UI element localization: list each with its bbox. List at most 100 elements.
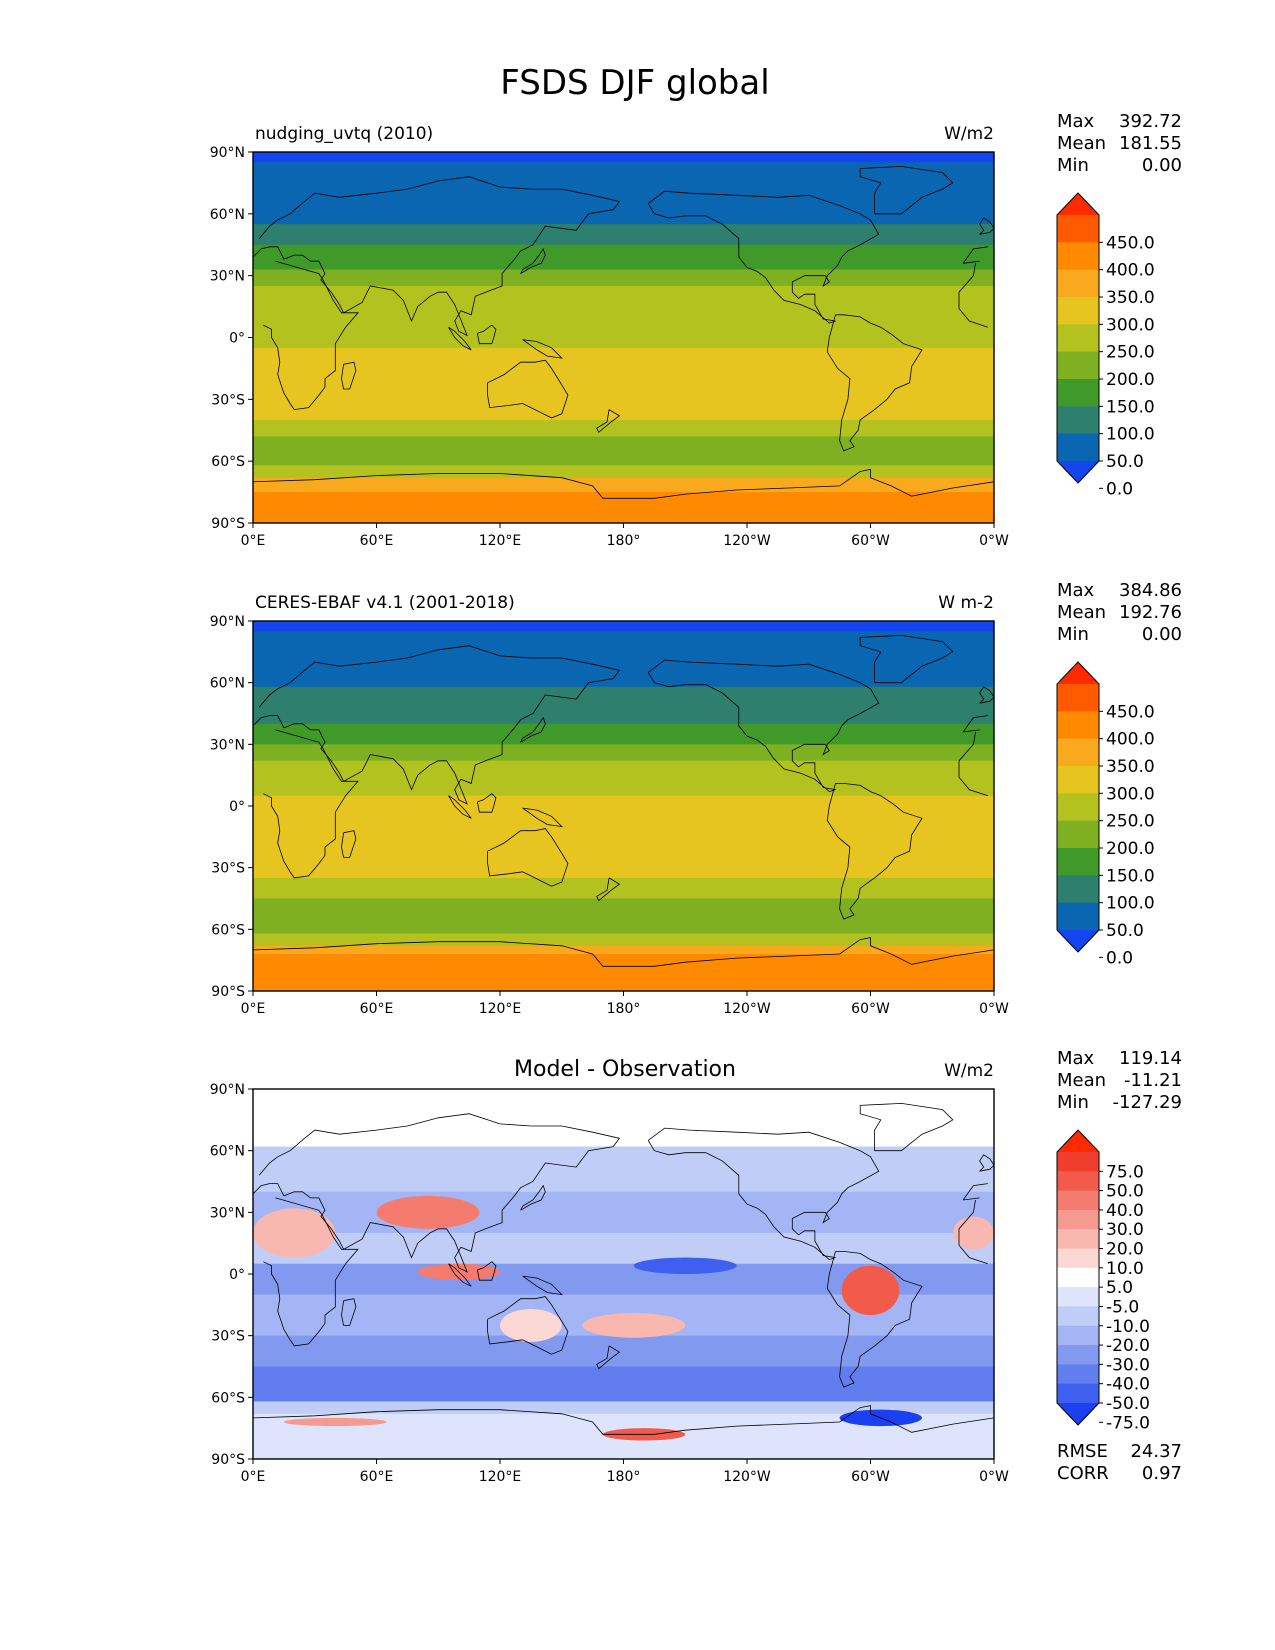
- colorbar-extend-max: [1057, 1130, 1099, 1152]
- lon-ticks: 0°E 60°E 120°E 180° 120°W 60°W 0°W: [241, 1459, 1009, 1485]
- stat-value: 0.00: [1142, 155, 1182, 176]
- coastline: [477, 324, 497, 345]
- stat-label: Max: [1057, 111, 1095, 132]
- lat-tick-label: 0°: [229, 799, 245, 815]
- field-anomaly: [633, 1257, 737, 1275]
- lon-tick-label: 120°W: [723, 1001, 771, 1017]
- lon-ticks: 0°E 60°E 120°E 180° 120°W 60°W 0°W: [241, 523, 1009, 549]
- panel-difference: Model - Observation W/m2 90°N 60°N 30°N 0° 3…: [210, 1048, 1182, 1485]
- panel-units: W/m2: [944, 1061, 994, 1081]
- stat-value: 0.00: [1142, 624, 1182, 645]
- stat-value: 0.97: [1142, 1463, 1182, 1484]
- stat-label: Mean: [1057, 1070, 1106, 1091]
- stat-value: -127.29: [1113, 1092, 1182, 1113]
- field-band: [253, 621, 994, 632]
- lon-tick-label: 180°: [607, 533, 641, 549]
- colorbar-segment: [1057, 1209, 1099, 1230]
- lat-tick-label: 60°N: [210, 207, 245, 223]
- stats-block: Max 119.14 Mean -11.21 Min -127.29: [1057, 1048, 1182, 1113]
- coastline: [596, 1345, 621, 1370]
- colorbar-label: 0.0: [1106, 479, 1133, 499]
- colorbar-segment: [1057, 351, 1099, 380]
- colorbar-label: 75.0: [1106, 1162, 1144, 1182]
- colorbar-segment: [1057, 738, 1099, 767]
- field-band: [253, 465, 994, 479]
- coastline: [859, 634, 954, 684]
- field-band: [253, 826, 994, 879]
- panel-reference: CERES-EBAF v4.1 (2001-2018) W m-2 90°N 60…: [210, 580, 1182, 1017]
- colorbar-segment: [1057, 1345, 1099, 1365]
- colorbar-label: 350.0: [1106, 288, 1155, 308]
- field-band: [253, 492, 994, 523]
- coastline: [647, 659, 880, 793]
- field-band: [253, 686, 994, 725]
- lat-tick-label: 0°: [229, 331, 245, 347]
- panel-test: nudging_uvtq (2010) W/m2 90°N 60°N 30°N 0° 3…: [210, 111, 1182, 549]
- colorbar-segment: [1057, 820, 1099, 849]
- field-band: [253, 631, 994, 688]
- field-anomaly: [500, 1308, 562, 1342]
- map-field: [253, 152, 994, 523]
- field-band: [253, 312, 994, 349]
- colorbar-segment: [1057, 1383, 1099, 1404]
- colorbar-extend-min: [1057, 1403, 1099, 1425]
- field-band: [253, 954, 994, 991]
- colorbar-segment: [1057, 297, 1099, 325]
- coastline: [826, 1251, 923, 1388]
- coastlines: [253, 634, 994, 967]
- colorbar-label: 10.0: [1106, 1259, 1144, 1279]
- lat-tick-label: 90°S: [211, 516, 245, 532]
- lat-tick-label: 30°S: [211, 392, 245, 408]
- colorbar-segment: [1057, 379, 1099, 407]
- stat-value: 192.76: [1119, 602, 1182, 623]
- coastline: [520, 247, 546, 274]
- lat-ticks: 90°N 60°N 30°N 0° 30°S 60°S 90°S: [210, 1082, 253, 1468]
- stat-label: Min: [1057, 624, 1089, 645]
- field-band: [253, 945, 994, 955]
- field-band: [253, 224, 994, 246]
- map-field: [253, 621, 994, 991]
- colorbar-segment: [1057, 1229, 1099, 1250]
- coastline: [487, 1296, 569, 1355]
- colorbar-label: 400.0: [1106, 261, 1155, 281]
- field-band: [253, 419, 994, 437]
- coastline: [522, 1275, 563, 1296]
- colorbar-segment: [1057, 406, 1099, 435]
- colorbar-extend-max: [1057, 193, 1099, 215]
- stat-value: 181.55: [1119, 133, 1182, 154]
- colorbar-label: -75.0: [1106, 1413, 1150, 1433]
- lon-tick-label: 120°E: [479, 1001, 522, 1017]
- coastline: [826, 783, 923, 920]
- field-band: [253, 723, 994, 745]
- colorbar-extend-min: [1057, 461, 1099, 483]
- colorbar: 450.0 400.0 350.0 300.0 250.0 200.0 150.0 100.0…: [1056, 192, 1155, 499]
- coastline: [487, 828, 569, 887]
- coastlines: [253, 165, 994, 499]
- lat-tick-label: 30°S: [211, 1329, 245, 1345]
- colorbar-segment: [1057, 1248, 1099, 1269]
- coastline: [979, 1154, 994, 1172]
- stat-value: 24.37: [1130, 1441, 1182, 1462]
- lat-ticks: 90°N 60°N 30°N 0° 30°S 60°S 90°S: [210, 145, 253, 532]
- field-band: [253, 1401, 994, 1415]
- colorbar-segment: [1057, 1287, 1099, 1307]
- field-band: [253, 477, 994, 493]
- field-band: [253, 1146, 994, 1193]
- colorbar-label: 300.0: [1106, 784, 1155, 804]
- stat-value: 392.72: [1119, 111, 1182, 132]
- coastline: [979, 686, 994, 704]
- lon-tick-label: 120°W: [723, 533, 771, 549]
- field-band: [253, 347, 994, 396]
- field-band: [253, 395, 994, 421]
- colorbar-segment: [1057, 1325, 1099, 1346]
- field-band: [253, 1089, 994, 1148]
- colorbar-label: 250.0: [1106, 343, 1155, 363]
- lon-tick-label: 60°E: [360, 1469, 394, 1485]
- lon-tick-label: 60°W: [851, 1001, 890, 1017]
- colorbar-label: 100.0: [1106, 894, 1155, 914]
- colorbar-segment: [1057, 433, 1099, 462]
- coastline: [253, 176, 988, 337]
- lon-tick-label: 120°E: [479, 533, 522, 549]
- colorbar-label: 5.0: [1106, 1278, 1133, 1298]
- colorbar-segment: [1057, 269, 1099, 298]
